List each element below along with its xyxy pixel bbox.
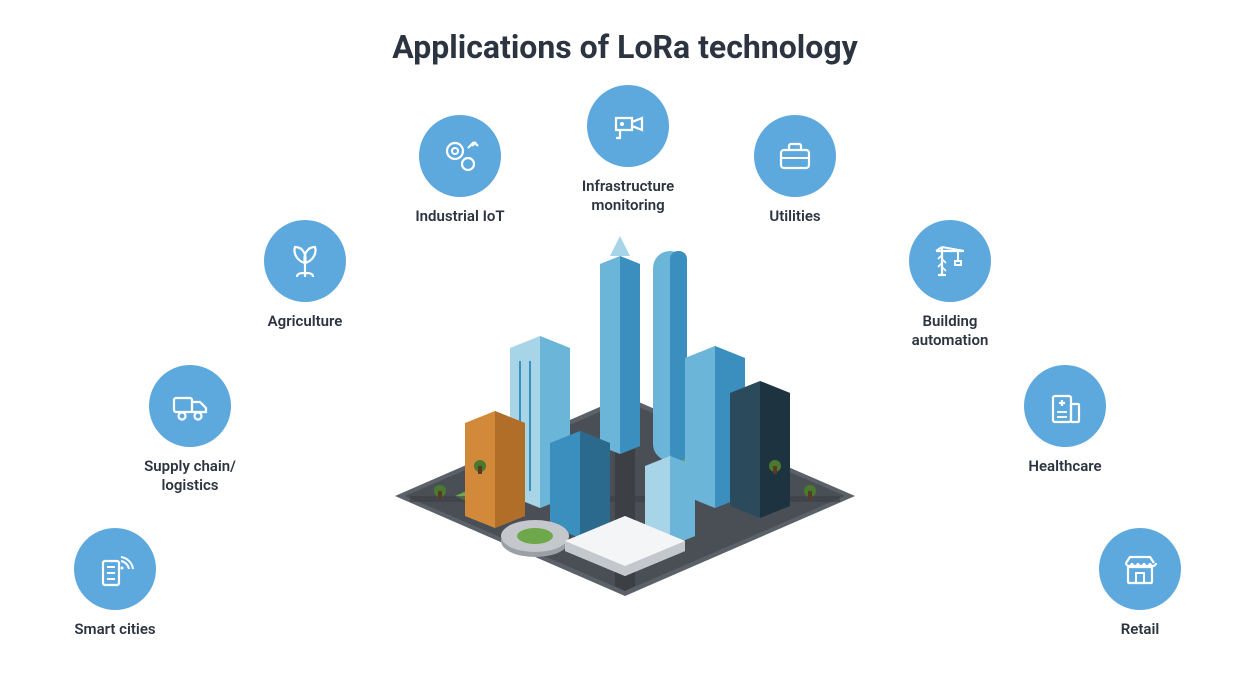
store-icon xyxy=(1099,528,1181,610)
application-smart-cities: Smart cities xyxy=(45,528,185,639)
application-label: Industrial IoT xyxy=(415,207,504,226)
application-label: Buildingautomation xyxy=(912,312,989,350)
application-label: Supply chain/logistics xyxy=(144,457,236,495)
application-label: Retail xyxy=(1121,620,1160,639)
application-label: Agriculture xyxy=(268,312,343,331)
plant-icon xyxy=(264,220,346,302)
city-illustration xyxy=(385,196,865,616)
gears-icon xyxy=(419,115,501,197)
building-wifi-icon xyxy=(74,528,156,610)
application-supply-chain: Supply chain/logistics xyxy=(120,365,260,495)
crane-icon xyxy=(909,220,991,302)
application-healthcare: Healthcare xyxy=(995,365,1135,476)
camera-icon xyxy=(587,85,669,167)
application-industrial-iot: Industrial IoT xyxy=(390,115,530,226)
application-label: Infrastructuremonitoring xyxy=(582,177,674,215)
briefcase-icon xyxy=(754,115,836,197)
application-agriculture: Agriculture xyxy=(235,220,375,331)
application-label: Healthcare xyxy=(1028,457,1101,476)
application-label: Smart cities xyxy=(74,620,155,639)
application-label: Utilities xyxy=(769,207,820,226)
application-utilities: Utilities xyxy=(725,115,865,226)
application-retail: Retail xyxy=(1070,528,1210,639)
application-infra-monitoring: Infrastructuremonitoring xyxy=(558,85,698,215)
page-title: Applications of LoRa technology xyxy=(0,28,1250,66)
hospital-icon xyxy=(1024,365,1106,447)
application-building-automation: Buildingautomation xyxy=(880,220,1020,350)
truck-icon xyxy=(149,365,231,447)
